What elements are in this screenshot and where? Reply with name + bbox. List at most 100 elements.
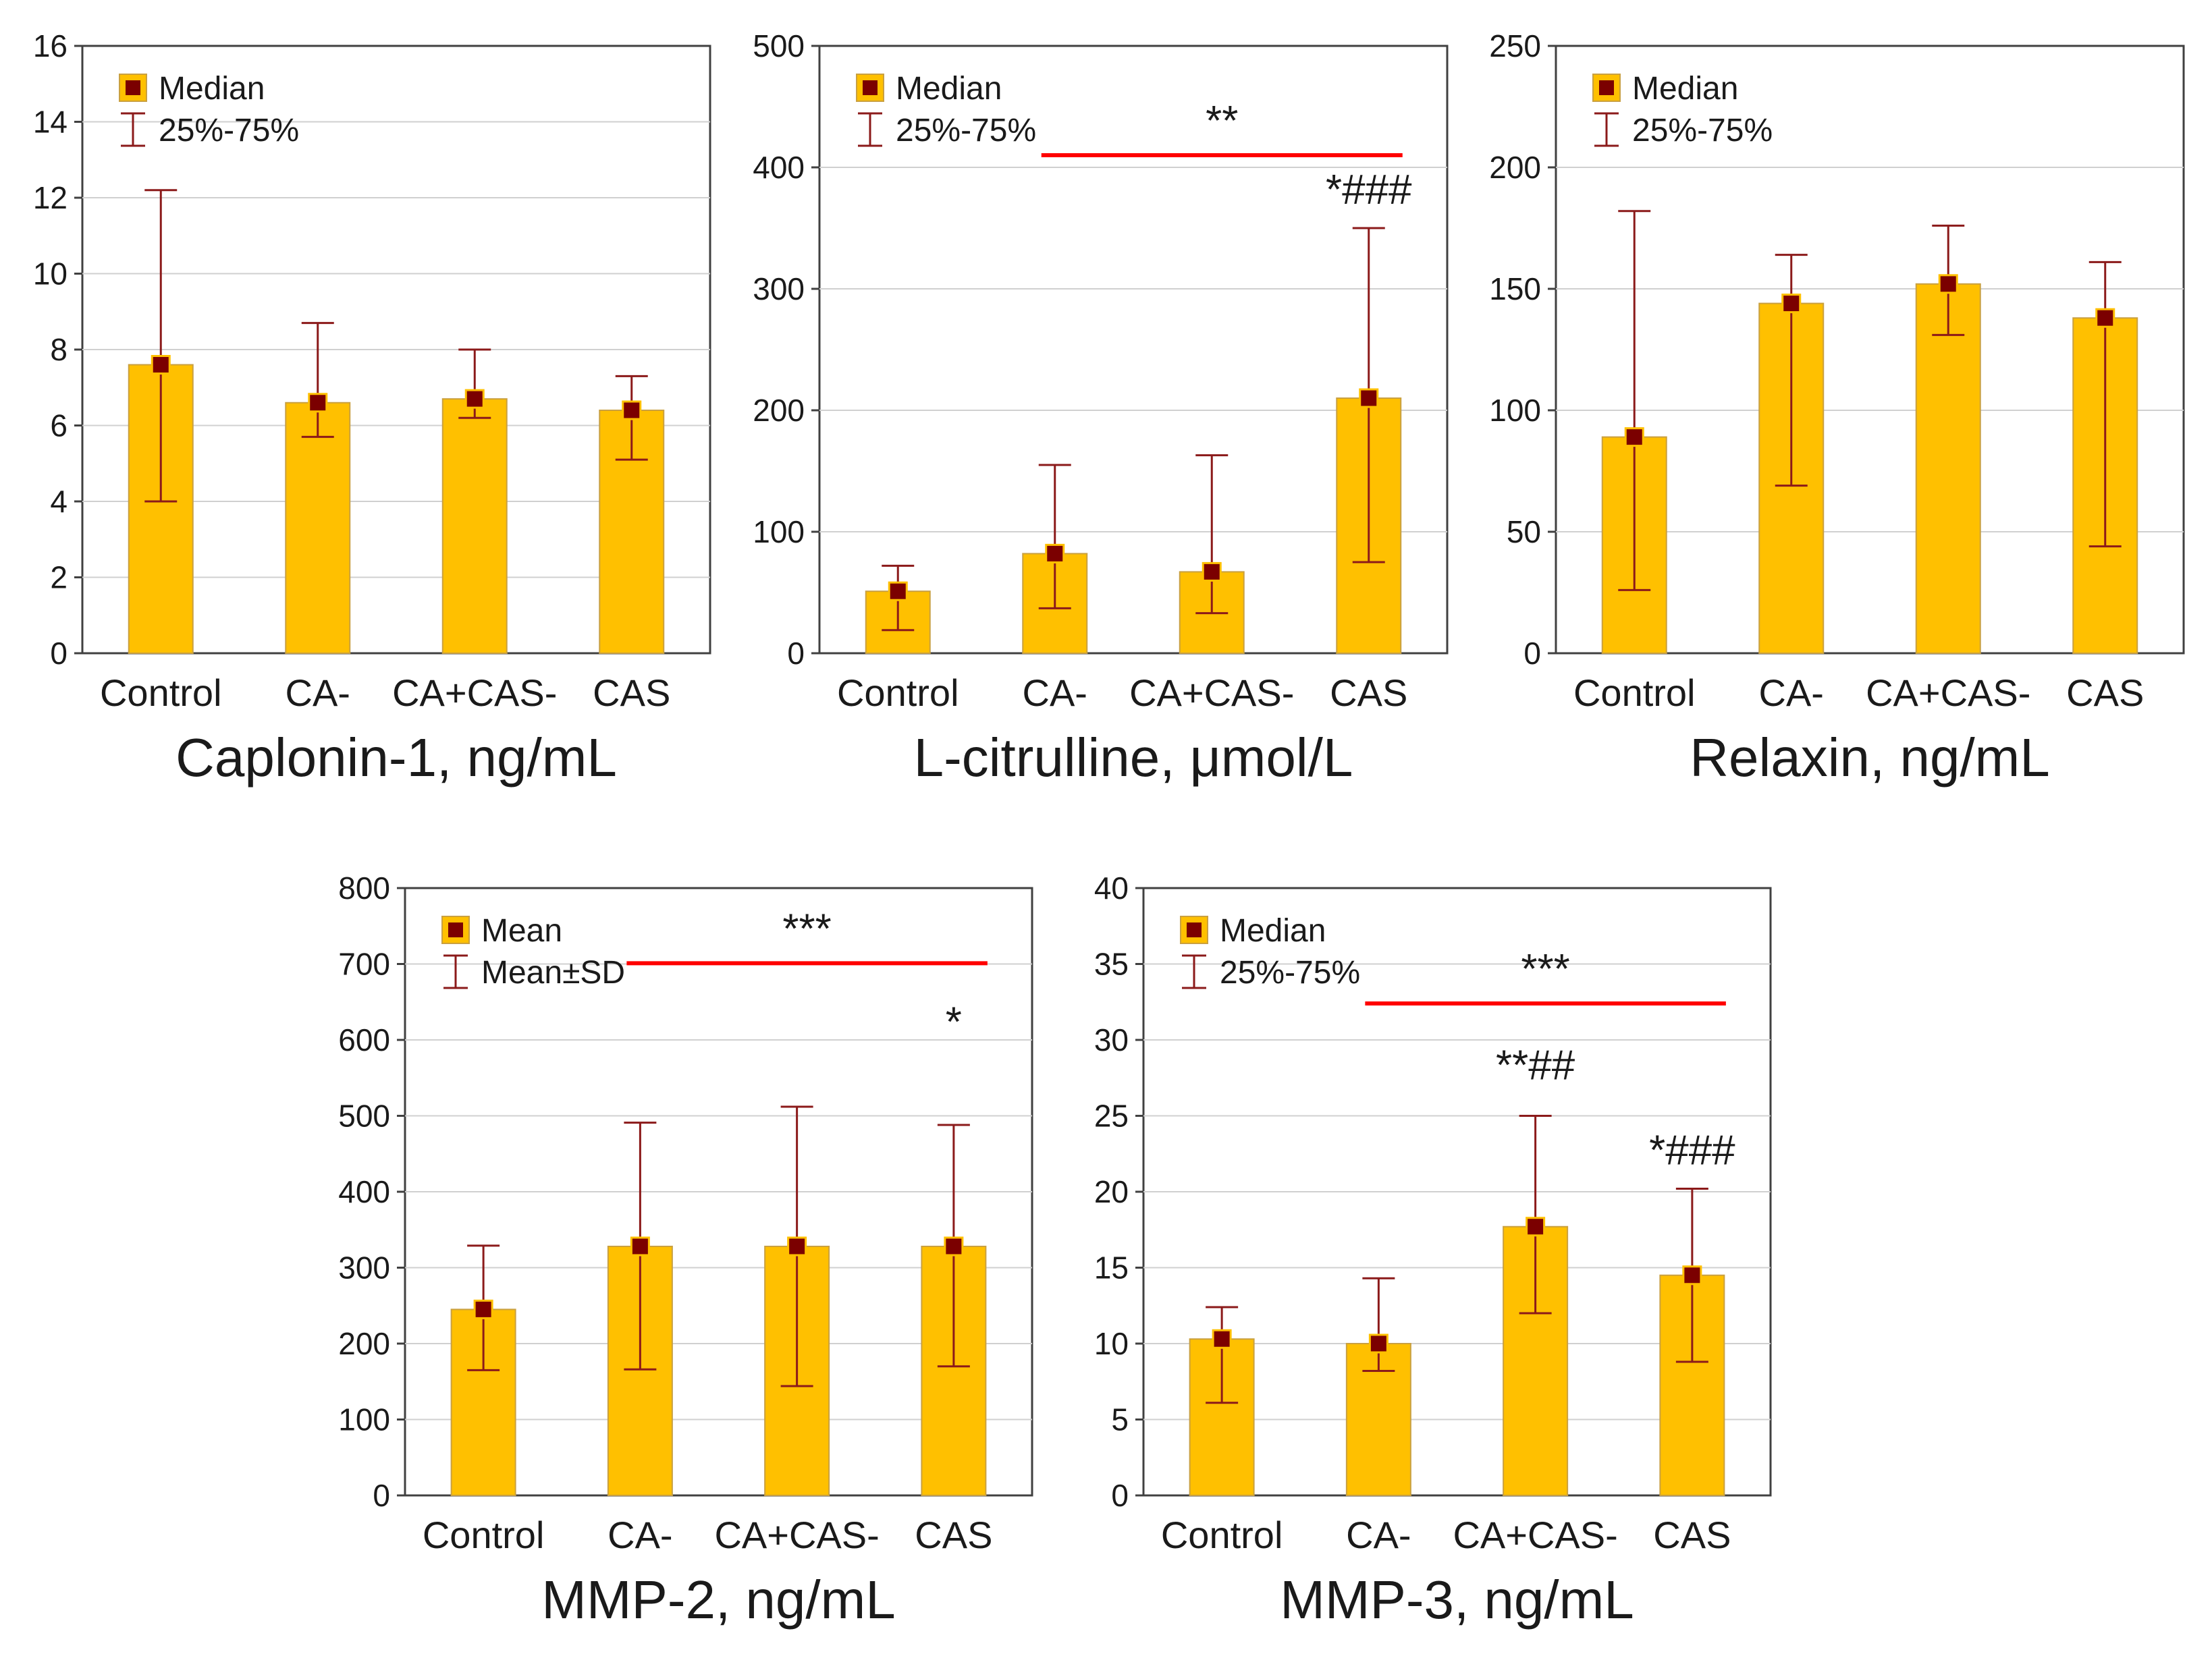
y-tick-label: 100 — [753, 514, 805, 549]
legend-range-icon — [121, 112, 145, 147]
y-tick-label: 0 — [1523, 636, 1541, 671]
category-label: CA+CAS- — [392, 671, 557, 714]
legend-marker-label: Median — [896, 71, 1002, 107]
error-bar — [1775, 254, 1808, 487]
category-label: Control — [423, 1514, 545, 1556]
y-tick-label: 14 — [33, 105, 68, 140]
median-marker — [787, 1236, 807, 1257]
median-marker — [622, 400, 642, 420]
legend-marker-label: Median — [1220, 913, 1326, 949]
y-tick-label: 250 — [1489, 28, 1541, 63]
median-marker — [1359, 388, 1379, 408]
median-marker — [630, 1236, 650, 1257]
legend-marker-icon — [1187, 922, 1202, 937]
legend-marker-icon — [126, 80, 140, 95]
y-tick-label: 0 — [50, 636, 68, 671]
chart-panel-1: 0 2 4 6 8 10 12 14 16 Control CA- CA+CAS- CAS Median 2… — [33, 28, 711, 788]
legend-marker-label: Median — [1632, 71, 1738, 107]
significance-label: ** — [1206, 98, 1238, 144]
median-marker — [1212, 1329, 1232, 1349]
category-label: CA+CAS- — [1453, 1514, 1617, 1556]
bar-annotation: *### — [1649, 1128, 1735, 1174]
chart-panel-3: 0 50 100 150 200 250 Control CA- CA+CAS- CAS Media… — [1489, 28, 2185, 788]
y-tick-label: 8 — [50, 332, 68, 367]
y-tick-label: 6 — [50, 408, 68, 443]
y-tick-label: 700 — [338, 947, 390, 982]
y-tick-label: 0 — [373, 1478, 390, 1513]
y-tick-label: 0 — [787, 636, 805, 671]
category-label: CA+CAS- — [1129, 671, 1294, 714]
legend-range-icon — [443, 954, 468, 989]
median-marker — [1781, 294, 1802, 314]
median-marker — [1202, 561, 1222, 582]
y-tick-label: 2 — [50, 560, 68, 595]
y-tick-label: 10 — [33, 256, 68, 292]
legend-marker-icon — [863, 80, 878, 95]
error-bar — [1195, 454, 1229, 615]
significance-label: *** — [782, 906, 831, 952]
legend-marker-icon — [1599, 80, 1614, 95]
error-bar — [1519, 1115, 1552, 1315]
y-tick-label: 500 — [753, 28, 805, 63]
y-tick-label: 300 — [338, 1250, 390, 1286]
median-marker — [888, 581, 908, 601]
y-tick-label: 400 — [338, 1174, 390, 1209]
category-label: CA- — [608, 1514, 672, 1556]
y-tick-label: 600 — [338, 1022, 390, 1057]
y-tick-label: 200 — [338, 1326, 390, 1361]
median-marker — [1045, 543, 1065, 563]
legend-bar-swatch — [441, 916, 470, 944]
legend-range-icon — [1594, 112, 1619, 147]
category-label: CA- — [286, 671, 350, 714]
y-tick-label: 100 — [338, 1402, 390, 1437]
y-tick-label: 35 — [1094, 947, 1129, 982]
category-label: CA+CAS- — [1866, 671, 2030, 714]
chart-panel-2: 0 100 200 300 400 500 Control CA- CA+CAS- CAS Medi… — [753, 28, 1449, 788]
median-marker — [944, 1236, 964, 1257]
y-tick-label: 25 — [1094, 1099, 1129, 1134]
y-tick-label: 40 — [1094, 871, 1129, 906]
legend-bar-swatch — [119, 74, 147, 102]
category-label: CA+CAS- — [714, 1514, 879, 1556]
legend: Median 25%-75% — [1180, 913, 1360, 991]
chart-title: MMP-3, ng/mL — [1280, 1570, 1634, 1630]
legend-range-label: 25%-75% — [896, 113, 1036, 148]
median-marker — [1526, 1217, 1546, 1237]
y-tick-label: 16 — [33, 28, 68, 63]
y-tick-label: 15 — [1094, 1250, 1129, 1286]
y-tick-label: 200 — [753, 393, 805, 428]
category-label: Control — [1573, 671, 1696, 714]
legend-range-label: 25%-75% — [159, 113, 299, 148]
error-bar — [1618, 210, 1651, 591]
y-tick-label: 20 — [1094, 1174, 1129, 1209]
error-bar — [301, 322, 334, 438]
bar-annotation: *### — [1326, 167, 1412, 213]
y-tick-label: 0 — [1111, 1478, 1129, 1513]
y-tick-label: 150 — [1489, 271, 1541, 306]
error-bar — [1038, 464, 1071, 609]
legend-marker-icon — [448, 922, 463, 937]
y-tick-label: 200 — [1489, 150, 1541, 185]
category-label: CA- — [1023, 671, 1087, 714]
bar — [1915, 283, 1981, 654]
y-tick-label: 300 — [753, 271, 805, 306]
legend-range-label: 25%-75% — [1632, 113, 1773, 148]
legend-marker-label: Median — [159, 71, 265, 107]
chart-title: MMP-2, ng/mL — [541, 1570, 896, 1630]
median-marker — [1682, 1265, 1702, 1286]
y-tick-label: 500 — [338, 1099, 390, 1134]
bar — [285, 402, 351, 654]
median-marker — [308, 393, 328, 413]
y-tick-label: 5 — [1111, 1402, 1129, 1437]
category-label: Control — [100, 671, 222, 714]
category-label: CA- — [1759, 671, 1824, 714]
y-tick-label: 12 — [33, 180, 68, 215]
category-label: Control — [1161, 1514, 1283, 1556]
chart-panel-5: 0 5 10 15 20 25 30 35 40 Control CA- CA+CAS- CAS Medi… — [1094, 871, 1772, 1630]
error-bar — [144, 189, 178, 503]
y-tick-label: 800 — [338, 871, 390, 906]
y-tick-label: 4 — [50, 484, 68, 519]
bar — [441, 398, 508, 654]
category-label: CAS — [2066, 671, 2144, 714]
error-bar — [1206, 1306, 1239, 1404]
